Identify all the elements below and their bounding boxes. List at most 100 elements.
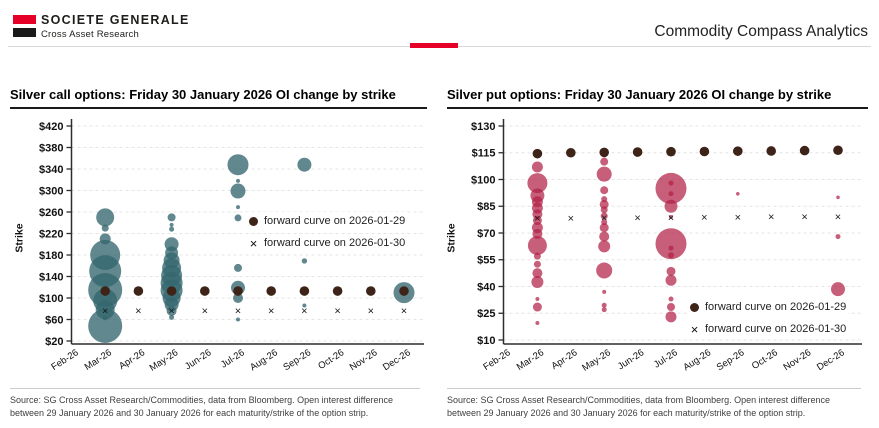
legend-row-forward-dot: forward curve on 2026-01-29 [247,212,408,230]
header-accent-bar [410,43,458,48]
legend-label: forward curve on 2026-01-30 [264,237,406,249]
y-tick-label: $260 [39,207,63,219]
oi-change-bubble [533,252,541,260]
oi-change-bubble [601,302,607,308]
forward-curve-dot [133,286,144,296]
y-axis-title: Strike [446,223,458,252]
oi-change-bubble [236,317,240,322]
forward-curve-x-marker: × [768,212,774,224]
forward-x-legend-icon: × [690,321,699,337]
x-tick-label: Jul-26 [652,347,680,370]
oi-change-bubble [596,262,613,279]
oi-change-bubble [234,263,242,272]
oi-change-bubble [532,302,542,312]
y-tick-label: $20 [45,336,63,348]
oi-change-bubble [88,308,123,343]
forward-dot-legend-icon [690,302,699,312]
y-tick-label: $115 [472,148,496,160]
forward-curve-x-marker: × [235,306,241,318]
oi-change-bubble [835,234,841,240]
forward-curve-x-marker: × [135,306,141,318]
oi-change-bubble [527,173,548,194]
x-tick-label: Jun-26 [183,347,213,372]
oi-change-bubble [664,199,678,213]
forward-curve-dot [200,286,210,296]
oi-change-bubble [297,157,312,172]
oi-change-bubble [602,289,607,294]
oi-change-bubble [101,224,109,232]
y-axis-title: Strike [14,223,26,252]
forward-curve-dot [266,286,277,296]
x-tick-label: Apr-26 [117,347,147,372]
y-tick-label: $10 [477,335,495,347]
forward-curve-dot [399,286,409,296]
oi-change-bubble [236,205,240,210]
forward-curve-dot [599,147,609,158]
logo-red-block [13,15,36,24]
oi-change-bubble [655,172,687,204]
oi-change-bubble [227,154,249,176]
y-tick-label: $220 [39,228,63,240]
forward-curve-x-marker: × [268,306,274,318]
x-tick-label: Oct-26 [750,347,780,372]
legend-label: forward curve on 2026-01-29 [264,215,406,227]
oi-change-bubble [169,222,174,227]
forward-x-legend-icon: × [249,235,258,251]
oi-change-bubble [600,186,609,195]
legend-label: forward curve on 2026-01-29 [705,301,847,313]
oi-change-bubble [831,282,845,297]
y-tick-label: $180 [39,250,63,262]
forward-curve-dot [799,145,810,156]
forward-curve-x-marker: × [301,306,307,318]
forward-curve-dot [299,286,310,296]
x-tick-label: Aug-26 [681,347,713,373]
y-tick-label: $85 [477,201,495,213]
oi-change-bubble [169,314,175,320]
forward-curve-dot [699,146,710,157]
oi-change-bubble [302,303,307,308]
oi-change-bubble [531,276,544,289]
oi-change-bubble [230,183,246,199]
forward-curve-dot [366,286,376,296]
forward-curve-x-marker: × [368,306,374,318]
oi-change-bubble [599,223,609,233]
x-tick-label: Oct-26 [316,347,346,372]
x-tick-label: Jul-26 [219,347,247,370]
forward-curve-dot [632,147,643,157]
y-tick-label: $100 [471,174,495,186]
forward-dot-legend-icon [249,216,258,226]
oi-change-bubble [666,266,676,276]
page-title: Commodity Compass Analytics [654,23,868,40]
logo-white-stripe [13,24,36,28]
forward-curve-x-marker: × [334,306,340,318]
oi-change-bubble [535,321,540,326]
oi-change-bubble [668,252,674,259]
oi-change-bubble [236,178,240,183]
y-tick-label: $25 [477,308,495,320]
forward-curve-dot [233,286,243,296]
y-tick-label: $420 [39,121,63,133]
y-tick-label: $60 [45,314,63,326]
oi-change-bubble [600,212,608,220]
x-tick-label: Aug-26 [248,347,280,373]
forward-curve-dot [833,145,843,156]
forward-curve-x-marker: × [801,212,807,224]
forward-curve-x-marker: × [701,212,707,224]
y-tick-label: $130 [471,121,495,133]
y-tick-label: $100 [39,293,63,305]
brand-name: SOCIETE GENERALE [41,13,190,27]
forward-curve-x-marker: × [835,212,841,224]
oi-change-bubble [599,199,609,209]
oi-change-bubble [535,296,540,301]
y-tick-label: $380 [39,142,63,154]
put-chart-legend: forward curve on 2026-01-29 × forward cu… [688,298,849,342]
oi-change-bubble [301,258,308,264]
oi-change-bubble [668,245,674,251]
oi-change-bubble [598,240,611,253]
oi-change-bubble [655,228,687,260]
legend-row-forward-x: × forward curve on 2026-01-30 [247,234,408,252]
oi-change-bubble [96,208,115,227]
x-tick-label: Sep-26 [715,347,747,373]
oi-change-bubble [667,303,675,312]
